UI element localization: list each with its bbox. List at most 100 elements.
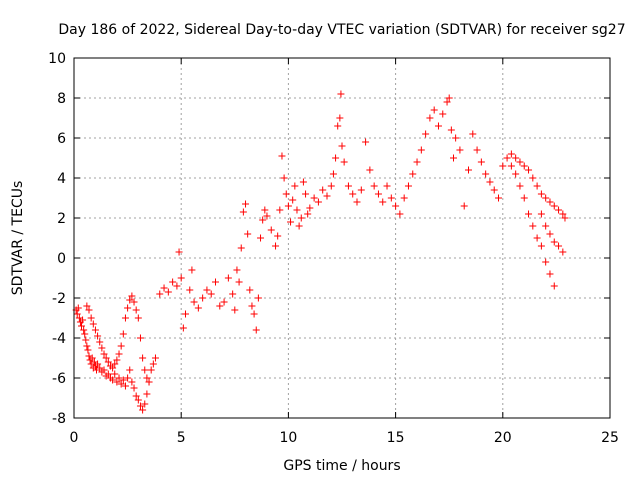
data-point <box>486 178 494 186</box>
data-point <box>525 166 533 174</box>
data-point <box>383 182 391 190</box>
data-point <box>310 194 318 202</box>
data-point <box>336 114 344 122</box>
data-point <box>469 130 477 138</box>
data-point <box>111 360 119 368</box>
data-point <box>559 248 567 256</box>
data-point <box>121 382 129 390</box>
data-point <box>366 166 374 174</box>
data-point <box>252 326 260 334</box>
data-point <box>111 370 119 378</box>
data-point <box>80 326 88 334</box>
data-point <box>139 406 147 414</box>
data-point <box>203 286 211 294</box>
grid <box>74 58 610 418</box>
data-point <box>278 152 286 160</box>
data-point <box>83 302 91 310</box>
data-point <box>473 146 481 154</box>
data-point <box>113 378 121 386</box>
y-tick-label: -6 <box>52 371 66 387</box>
data-point <box>512 154 520 162</box>
data-point <box>254 294 262 302</box>
data-point <box>128 378 136 386</box>
data-point <box>190 298 198 306</box>
data-point <box>126 366 134 374</box>
data-point <box>194 304 202 312</box>
data-point <box>147 366 155 374</box>
data-point <box>124 374 132 382</box>
data-point <box>263 212 271 220</box>
data-point <box>104 370 112 378</box>
data-point <box>130 298 138 306</box>
data-point <box>357 186 365 194</box>
data-point <box>422 130 430 138</box>
data-point <box>439 110 447 118</box>
data-point <box>550 202 558 210</box>
data-point <box>529 222 537 230</box>
data-point <box>175 248 183 256</box>
data-point <box>119 330 127 338</box>
data-point <box>319 186 327 194</box>
data-point <box>370 182 378 190</box>
data-point <box>337 90 345 98</box>
data-point <box>181 310 189 318</box>
data-point <box>449 154 457 162</box>
data-point <box>136 334 144 342</box>
data-point <box>79 316 87 324</box>
data-point <box>344 182 352 190</box>
data-point <box>546 198 554 206</box>
data-point <box>119 376 127 384</box>
data-point <box>314 198 322 206</box>
data-point <box>113 356 121 364</box>
data-point <box>124 304 132 312</box>
data-point <box>445 94 453 102</box>
data-point <box>132 306 140 314</box>
data-point <box>87 314 95 322</box>
data-point <box>293 206 301 214</box>
x-tick-label: 10 <box>279 430 297 446</box>
data-point <box>136 402 144 410</box>
data-point <box>299 178 307 186</box>
data-point <box>186 286 194 294</box>
data-point <box>239 208 247 216</box>
data-point <box>94 332 102 340</box>
data-point <box>516 158 524 166</box>
data-point <box>188 266 196 274</box>
data-point <box>495 194 503 202</box>
data-point <box>447 126 455 134</box>
data-point <box>516 182 524 190</box>
data-point <box>460 202 468 210</box>
data-point <box>235 278 243 286</box>
data-point <box>96 338 104 346</box>
data-point <box>74 304 82 312</box>
data-point <box>121 314 129 322</box>
data-point <box>274 232 282 240</box>
y-tick-label: 10 <box>48 51 66 67</box>
x-tick-label: 25 <box>601 430 619 446</box>
data-point <box>145 378 153 386</box>
data-point <box>291 182 299 190</box>
data-point <box>237 244 245 252</box>
data-point <box>73 310 81 318</box>
data-point <box>332 154 340 162</box>
data-point <box>426 114 434 122</box>
axis-ticks: 0 5 10 15 20 25 -8 -6 -4 -2 0 2 4 6 8 10 <box>48 51 619 446</box>
data-point <box>400 194 408 202</box>
data-point <box>542 194 550 202</box>
data-point <box>340 158 348 166</box>
data-point <box>233 266 241 274</box>
data-point <box>507 162 515 170</box>
y-tick-label: -4 <box>52 331 66 347</box>
data-point <box>85 306 93 314</box>
data-point <box>94 360 102 368</box>
data-point <box>267 226 275 234</box>
data-point <box>130 384 138 392</box>
data-point <box>109 364 117 372</box>
data-point <box>374 190 382 198</box>
data-point <box>216 302 224 310</box>
data-point <box>533 234 541 242</box>
data-point <box>512 170 520 178</box>
data-point <box>179 324 187 332</box>
data-point <box>555 242 563 250</box>
